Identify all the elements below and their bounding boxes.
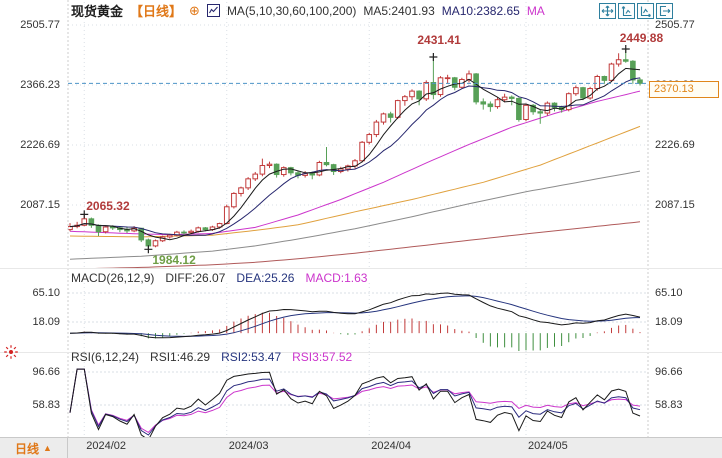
macd-title: MACD(26,12,9) [71, 271, 155, 285]
settings-sun-icon[interactable] [3, 344, 19, 365]
extreme-cross-marker [429, 52, 438, 61]
symbol-name: 现货黄金 [71, 4, 124, 19]
add-indicator-icon[interactable]: ⊕ [189, 2, 200, 18]
main-chart-header: 现货黄金 【日线】 ⊕ MA(5,10,30,60,100,200) MA5:2… [71, 1, 545, 20]
macd-pane-graphics [68, 283, 648, 352]
axis-scale-x-icon[interactable] [637, 3, 654, 19]
chart-type-icon[interactable] [206, 4, 220, 17]
chart-toolbar [599, 3, 673, 19]
macd-bar-value: MACD:1.63 [305, 271, 368, 285]
ma5-value-label: MA5:2401.93 [363, 3, 435, 18]
extreme-cross-marker [144, 245, 153, 254]
rsi-pane-graphics [68, 354, 648, 437]
triangle-up-icon: ▲ [43, 443, 52, 453]
ma-params-label: MA(5,10,30,60,100,200) [226, 3, 357, 18]
ma10-value-label: MA10:2382.65 [441, 3, 520, 18]
rsi-pane-header: RSI(6,12,24) RSI1:46.29 RSI2:53.47 RSI3:… [71, 350, 352, 364]
axis-scale-y-icon[interactable] [618, 3, 635, 19]
current-price-badge: 2370.13 [649, 81, 719, 98]
pan-icon[interactable] [599, 3, 616, 19]
rsi1-value: RSI1:46.29 [150, 350, 211, 364]
macd-pane-header: MACD(26,12,9) DIFF:26.07 DEA:25.26 MACD:… [71, 271, 367, 285]
rsi3-value: RSI3:57.52 [292, 350, 353, 364]
period-selector-tab[interactable]: 日线 ▲ [0, 438, 68, 458]
main-pane-graphics [68, 2, 648, 268]
extreme-cross-marker [80, 210, 89, 219]
macd-diff-value: DIFF:26.07 [165, 271, 226, 285]
bottom-bar: 日线 ▲ [0, 437, 722, 458]
extreme-cross-marker [621, 45, 630, 54]
exit-view-icon[interactable] [656, 3, 673, 19]
period-tag: 【日线】 [130, 4, 183, 19]
rsi-title: RSI(6,12,24) [71, 350, 140, 364]
macd-dea-value: DEA:25.26 [236, 271, 295, 285]
ma30-value-label: MA [526, 3, 545, 18]
period-selector-label: 日线 [15, 441, 40, 456]
rsi2-value: RSI2:53.47 [221, 350, 282, 364]
